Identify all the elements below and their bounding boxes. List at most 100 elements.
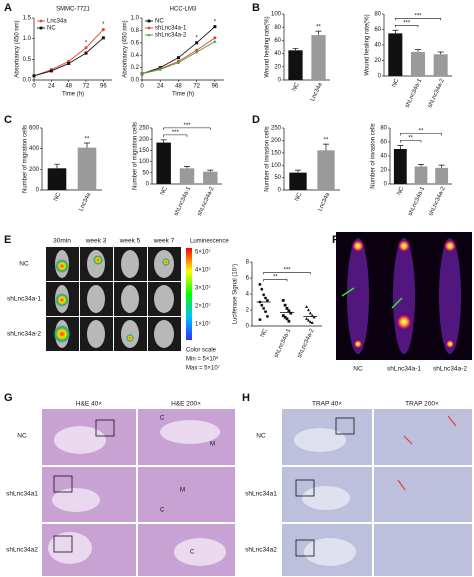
signal (55, 293, 69, 307)
mouse (87, 320, 105, 348)
hotspot (395, 313, 413, 331)
imaging-e: 30min week 3 week 5 week 7 NC shLnc34a-1… (7, 238, 229, 372)
bar (388, 33, 403, 76)
significance-bracket (263, 279, 288, 282)
y-tick-label: 60 (374, 27, 381, 33)
data-point (101, 28, 105, 32)
bar (393, 149, 407, 184)
colorbar (186, 248, 192, 340)
error-bar (415, 49, 421, 52)
column-header: TRAP 40× (312, 401, 342, 408)
y-tick-label: 100 (271, 163, 282, 169)
y-tick-label: 80 (274, 25, 281, 31)
y-tick-label: 0.2 (131, 65, 140, 71)
y-tick-label: 0 (384, 182, 388, 188)
x-tick-label: shLnc34a-1 (174, 185, 193, 217)
data-point (260, 287, 264, 291)
data-point (213, 25, 217, 29)
bar (179, 168, 195, 184)
data-point (213, 36, 217, 40)
data-point (140, 72, 144, 75)
panel-label: G (4, 392, 13, 404)
y-tick-label: 250 (139, 126, 150, 132)
significance: ** (273, 274, 278, 280)
x-tick-label: shLnc34a-1 (274, 327, 293, 359)
x-tick-label: shLnc34a-2 (297, 327, 316, 359)
x-tick-label: 48 (65, 84, 72, 90)
significance-bracket (400, 140, 422, 143)
significance: *** (283, 267, 291, 273)
y-tick-label: 100 (139, 159, 150, 165)
y-tick-label: 0 (278, 188, 282, 194)
y-tick-label: 150 (139, 148, 150, 154)
legend-label: shLnc34a-2 (155, 33, 187, 39)
legend-label: NC (47, 26, 56, 32)
significance: * (214, 19, 217, 25)
significance-bracket (395, 24, 419, 28)
annotation: C (190, 550, 195, 556)
row-label: shLnc34a2 (245, 547, 277, 554)
y-tick-label: 0.4 (131, 53, 140, 59)
row-label: shLnc34a-1 (7, 296, 41, 303)
legend-marker (147, 33, 151, 37)
x-tick-label: shLnc34a-2 (427, 77, 446, 109)
data-point (262, 293, 266, 297)
colorbar-tick: 3×10⁷ (195, 285, 211, 292)
row-label: NC (19, 261, 29, 268)
bar (317, 150, 335, 190)
panel-label: H (242, 392, 250, 404)
colorbar-caption: Max = 5×10⁷ (186, 365, 220, 372)
x-tick-label: shLnc34a-1 (405, 77, 424, 109)
y-tick-label: 50 (274, 175, 281, 181)
y-tick-label: 200 (139, 137, 150, 143)
mouse (121, 250, 139, 278)
x-tick-label: 0 (140, 84, 144, 90)
series-line (141, 37, 216, 75)
data-point (49, 69, 53, 73)
imaging-f: NC shLnc34a-1 shLnc34a-2 (336, 232, 472, 373)
data-point (305, 317, 309, 320)
data-point (84, 51, 88, 55)
y-tick-label: 1.0 (131, 16, 140, 22)
significance: ** (324, 138, 329, 144)
mouse (121, 285, 139, 313)
row-label: shLnc34a1 (6, 491, 38, 498)
y-tick-label: 80 (374, 12, 381, 18)
significance: *** (403, 20, 411, 26)
signal (126, 334, 134, 342)
image (374, 524, 472, 576)
data-point (310, 321, 314, 324)
y-tick-label: 20 (274, 64, 281, 70)
y-axis-label: Absorbancy (450 nm) (123, 20, 129, 77)
panel-label: A (4, 2, 12, 14)
error-bar (54, 163, 60, 169)
significance: ** (85, 137, 90, 143)
legend-marker (39, 19, 43, 23)
bar (288, 50, 303, 80)
x-tick-label: 96 (100, 84, 107, 90)
row-label: NC (17, 433, 27, 440)
error-bar (207, 169, 214, 172)
skeleton (439, 238, 461, 354)
significance: ** (408, 136, 413, 142)
annotation: M (210, 442, 215, 448)
y-tick-label: 50 (142, 170, 149, 176)
data-point (266, 315, 269, 318)
significance: ** (419, 129, 424, 135)
arrow (391, 297, 403, 309)
data-point (281, 314, 285, 317)
hotspot (353, 339, 363, 349)
data-point (287, 319, 291, 323)
column-label: shLnc34a-1 (387, 366, 421, 373)
significance-bracket (395, 17, 441, 21)
x-tick-label: NC (260, 327, 269, 338)
y-tick-label: 40 (274, 51, 281, 57)
column-header: week 3 (85, 238, 107, 245)
y-tick-label: 1.0 (23, 36, 32, 42)
data-point (264, 296, 267, 300)
error-bar (438, 164, 445, 168)
legend-marker (39, 26, 43, 30)
x-tick-label: 24 (157, 84, 164, 90)
significance-bracket (163, 127, 211, 130)
